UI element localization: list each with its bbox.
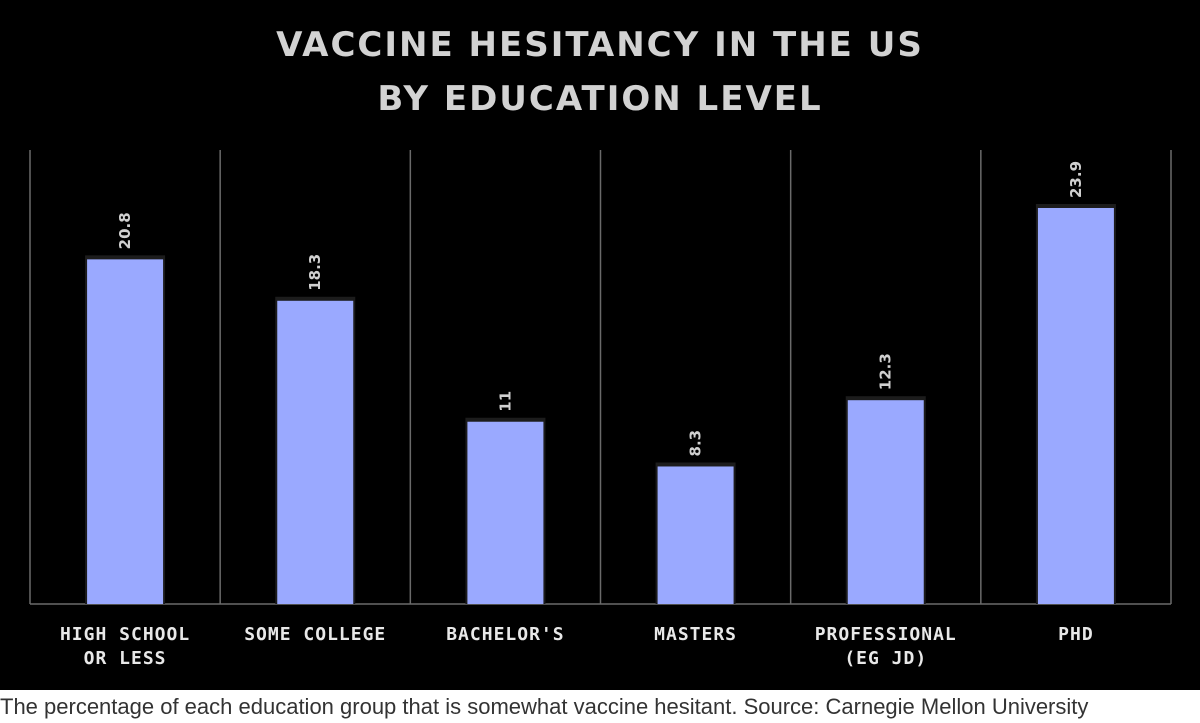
bar (657, 466, 734, 604)
chart-panel: VACCINE HESITANCY IN THE US BY EDUCATION… (0, 0, 1200, 690)
x-tick-label: (EG JD) (844, 648, 927, 669)
x-tick-label: BACHELOR'S (446, 624, 564, 645)
bar (1037, 207, 1114, 604)
data-label: 23.9 (1067, 161, 1085, 198)
data-label: 18.3 (306, 254, 324, 291)
chart-caption: The percentage of each education group t… (0, 690, 1200, 723)
x-tick-label: OR LESS (84, 648, 167, 669)
x-tick-label: HIGH SCHOOL (60, 624, 190, 645)
x-tick-label: PROFESSIONAL (815, 624, 957, 645)
x-tick-label: MASTERS (654, 624, 737, 645)
data-label: 11 (496, 391, 514, 412)
chart-title-line-2: BY EDUCATION LEVEL (377, 79, 823, 119)
bar (87, 259, 164, 604)
x-tick-label: PHD (1058, 624, 1094, 645)
bar-chart: 20.8 HIGH SCHOOL OR LESS 18.3 SOME COLLEGE 11… (29, 150, 1172, 669)
x-tick-label: SOME COLLEGE (244, 624, 386, 645)
bar (277, 300, 354, 604)
data-label: 8.3 (687, 430, 705, 457)
bar (847, 400, 924, 604)
chart-title-line-1: VACCINE HESITANCY IN THE US (276, 25, 924, 65)
chart-title: VACCINE HESITANCY IN THE US BY EDUCATION… (0, 18, 1200, 126)
data-label: 12.3 (877, 353, 895, 390)
bar (467, 421, 544, 604)
data-label: 20.8 (116, 212, 134, 249)
